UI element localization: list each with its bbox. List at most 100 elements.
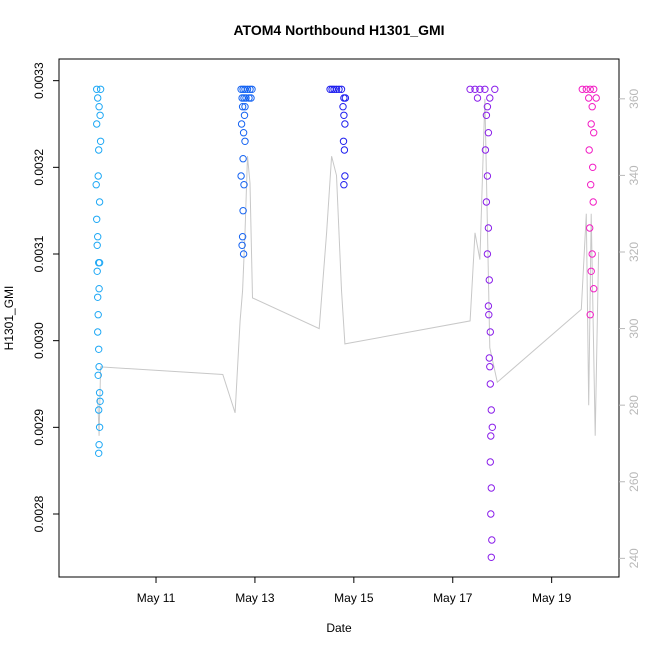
data-point [340, 94, 348, 102]
data-point [241, 103, 249, 111]
data-point [94, 94, 102, 102]
data-point [587, 267, 595, 275]
data-point [92, 181, 100, 189]
data-point [337, 85, 346, 94]
data-point [582, 85, 590, 94]
data-point [238, 103, 247, 111]
data-point [339, 137, 348, 146]
data-point [246, 85, 254, 94]
data-point [341, 120, 349, 128]
y2-tick-label: 240 [627, 548, 641, 568]
x-axis: May 11 May 13 May 15 May 17 May 19 [137, 577, 572, 605]
series-2 [237, 85, 256, 258]
data-point [585, 94, 593, 102]
data-point [486, 363, 494, 371]
data-point [485, 276, 493, 284]
data-point [473, 94, 482, 102]
data-point [238, 241, 246, 250]
data-point [486, 458, 494, 466]
data-point [491, 85, 499, 94]
plot-frame [58, 58, 620, 578]
data-point [487, 432, 495, 440]
data-point [587, 120, 595, 128]
y-tick-label: 0.0030 [32, 322, 46, 359]
data-point [483, 250, 492, 258]
data-point [239, 207, 247, 215]
data-point [245, 94, 253, 102]
data-point [238, 233, 247, 241]
data-point [240, 111, 249, 120]
data-point [94, 293, 102, 301]
data-point [589, 198, 597, 206]
data-point [96, 85, 105, 94]
data-point [487, 406, 495, 414]
y-tick-label: 0.0028 [32, 495, 46, 532]
data-point [482, 111, 491, 120]
data-point [488, 423, 496, 431]
secondary-series-line [97, 98, 600, 436]
data-point [481, 85, 489, 94]
data-point [586, 224, 594, 232]
data-point [484, 302, 493, 310]
data-point [93, 241, 101, 250]
data-point [487, 510, 495, 518]
data-point [95, 285, 103, 293]
data-point [95, 441, 103, 449]
data-point [94, 371, 102, 379]
data-point [592, 94, 600, 102]
data-point [587, 181, 595, 189]
data-point [95, 103, 103, 111]
data-point [96, 397, 104, 405]
y-tick-label: 0.0031 [32, 235, 46, 272]
data-point [588, 250, 596, 258]
data-point [586, 311, 594, 319]
x-axis-label: Date [326, 621, 352, 635]
data-point [476, 85, 484, 94]
data-point [590, 129, 598, 137]
secondary-line-layer [97, 98, 600, 436]
data-point [586, 85, 594, 94]
y-axis-label: H1301_GMI [2, 286, 16, 351]
data-point [94, 233, 102, 241]
data-point [247, 94, 255, 102]
y-tick-label: 0.0033 [32, 62, 46, 99]
chart-title: ATOM4 Northbound H1301_GMI [233, 22, 444, 38]
data-point [94, 328, 102, 336]
data-point [341, 172, 349, 180]
data-point [93, 267, 101, 275]
data-point [243, 85, 252, 94]
data-point [330, 85, 338, 94]
data-point [237, 120, 246, 128]
data-point [590, 285, 598, 293]
data-point [95, 406, 103, 414]
y2-tick-label: 260 [627, 471, 641, 491]
data-point [485, 311, 493, 319]
y2-axis: 240 260 280 300 320 340 360 [619, 88, 641, 568]
data-point [95, 259, 104, 267]
data-point [488, 536, 496, 544]
data-point [487, 553, 495, 561]
data-point [241, 137, 249, 146]
data-point [239, 129, 248, 137]
data-point [93, 215, 101, 224]
data-point [237, 172, 245, 180]
data-point [485, 354, 493, 362]
y2-tick-label: 300 [627, 318, 641, 338]
data-point [482, 198, 491, 206]
data-point [93, 85, 101, 94]
x-tick-label: May 11 [137, 591, 176, 605]
series-4 [466, 85, 499, 561]
series-3 [326, 85, 350, 189]
y2-tick-label: 360 [627, 88, 641, 108]
data-point [340, 146, 349, 154]
series-5 [578, 85, 600, 319]
data-point [335, 85, 343, 94]
data-point [589, 163, 597, 172]
data-point [95, 449, 103, 457]
y-axis: 0.0028 0.0029 0.0030 0.0031 0.0032 0.0033 [32, 62, 59, 532]
y2-tick-label: 340 [627, 165, 641, 185]
data-point [466, 85, 474, 94]
x-tick-label: May 15 [334, 591, 374, 605]
data-point [588, 103, 596, 111]
data-point [486, 380, 494, 388]
